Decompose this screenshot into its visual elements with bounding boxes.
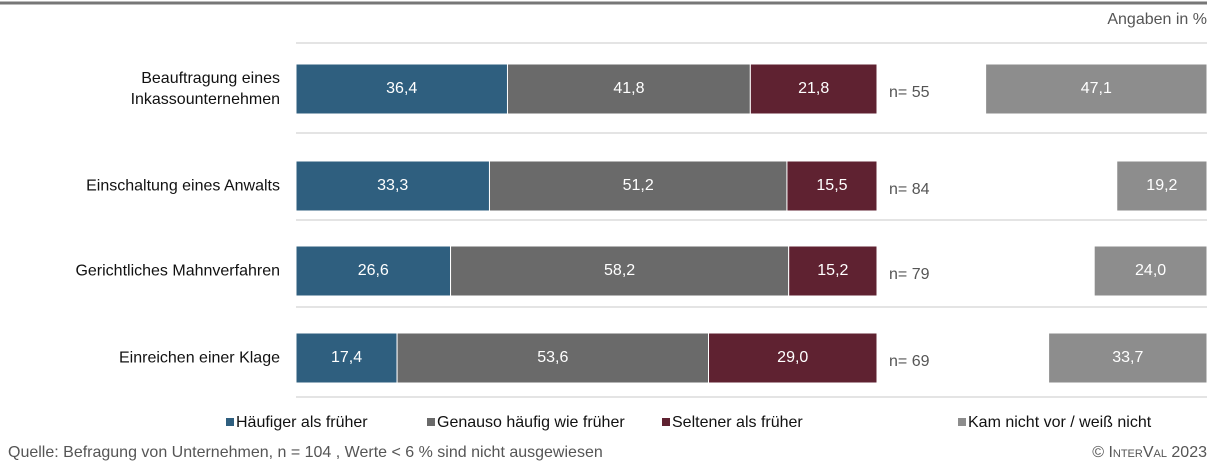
legend-marker [427,418,435,426]
value-label: 53,6 [537,349,568,366]
legend-marker [662,418,670,426]
value-label: 33,3 [377,177,408,194]
legend-marker [958,418,966,426]
legend-label: Kam nicht vor / weiß nicht [968,414,1152,431]
value-label: 15,5 [816,177,847,194]
value-label: 36,4 [386,80,417,97]
value-label: 33,7 [1112,349,1143,366]
value-label: 58,2 [604,262,635,279]
source: Quelle: Befragung von Unternehmen, n = 1… [8,444,603,461]
bar-segment [295,63,508,115]
n-label: n= 69 [889,353,930,370]
bar-segment [788,245,878,297]
bar-segment [450,245,790,297]
bar-segment [708,332,878,384]
n-label: n= 55 [889,84,930,101]
value-label: 21,8 [798,80,829,97]
bar-segment [295,245,452,297]
legend-label: Häufiger als früher [236,414,368,431]
bar-segment [1048,332,1208,384]
bar-segment [295,160,490,212]
bar-segment [786,160,878,212]
bar-segment [985,63,1208,115]
category-label: Gerichtliches Mahnverfahren [75,262,280,280]
value-label: 29,0 [777,349,808,366]
bar-segment [295,332,398,384]
category-label: Beauftragung eines Inkassounternehmen [130,70,280,108]
bar-segment [1093,245,1208,297]
value-label: 51,2 [623,177,654,194]
legend-label: Genauso häufig wie früher [437,414,625,431]
bar-segment [396,332,710,384]
n-label: n= 79 [889,266,930,283]
unit-note: Angaben in % [1107,11,1207,28]
value-label: 19,2 [1146,177,1177,194]
n-label: n= 84 [889,181,930,198]
value-label: 47,1 [1081,80,1112,97]
category-label: Einschaltung eines Anwalts [86,177,280,195]
value-label: 17,4 [331,349,362,366]
bar-segment [488,160,788,212]
value-label: 24,0 [1135,262,1166,279]
value-label: 41,8 [613,80,644,97]
value-label: 26,6 [358,262,389,279]
bar-segment [506,63,751,115]
category-label: Einreichen einer Klage [119,349,280,367]
value-label: 15,2 [817,262,848,279]
bar-segment [749,63,878,115]
legend-marker [226,418,234,426]
legend-label: Seltener als früher [672,414,803,431]
bar-segment [1116,160,1208,212]
copyright: © InterVal 2023 [1092,444,1207,461]
